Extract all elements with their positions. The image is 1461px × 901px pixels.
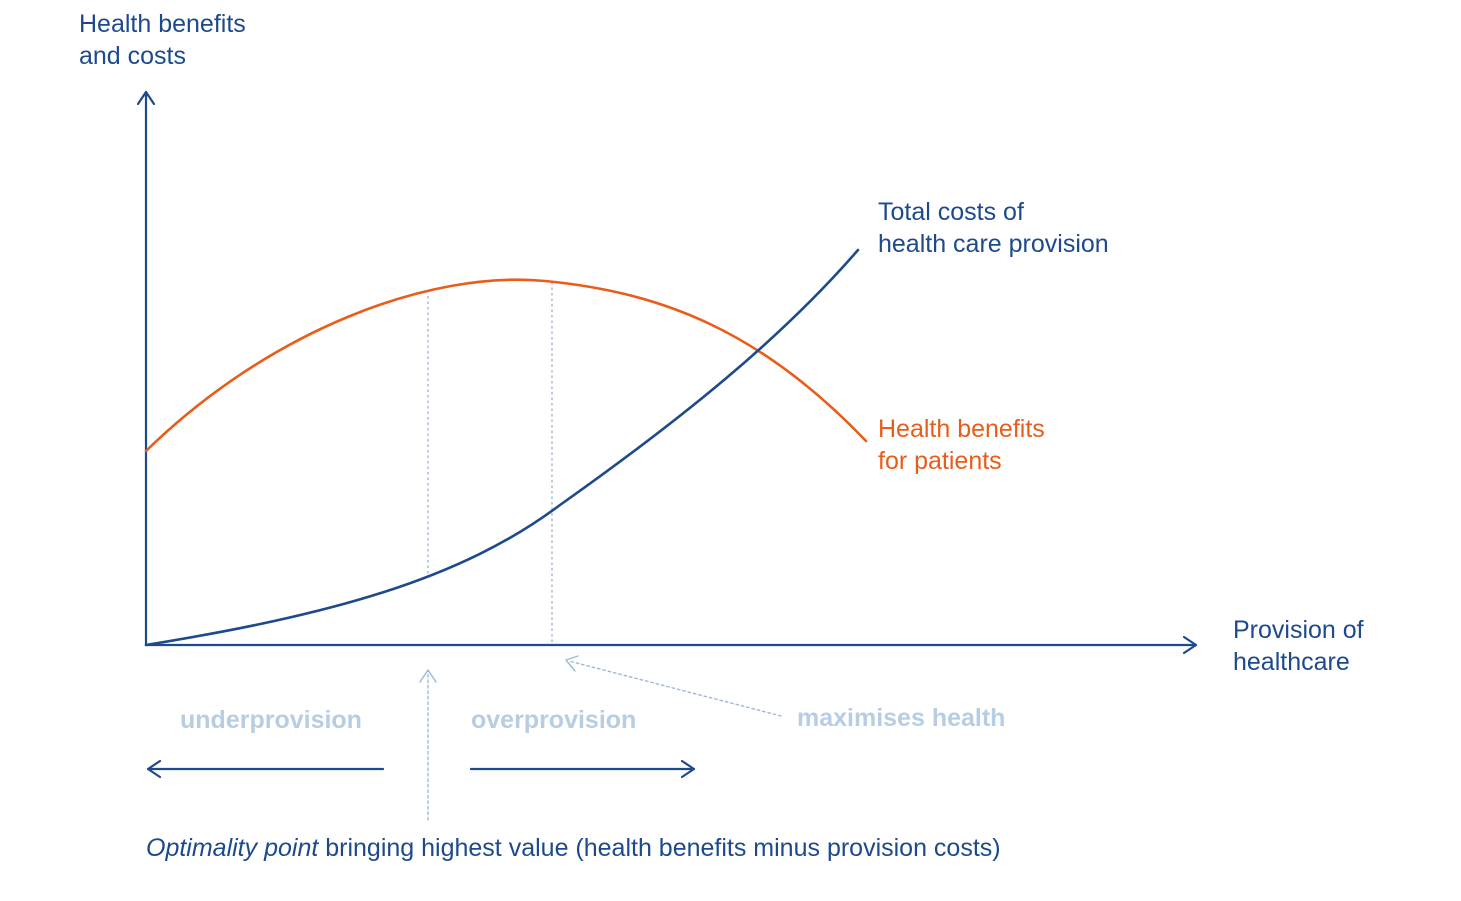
optimality-caption-italic: Optimality point [146,834,319,862]
x-axis-label-line1: Provision of [1233,616,1364,644]
optimality-pointer-arrowhead [419,669,437,683]
overprovision-label: overprovision [471,706,636,734]
underprovision-label: underprovision [180,706,362,734]
x-axis-arrowhead [1182,635,1198,655]
overprovision-arrowhead [680,759,696,779]
maximises-health-pointer [565,655,782,717]
y-axis-label: Health benefits and costs [79,10,253,70]
guide-lines [427,282,553,642]
maximises-health-label: maximises health [797,704,1005,732]
costs-curve-label-line1: Total costs of [878,198,1024,226]
maximises-health-pointer-arrowhead [565,655,579,672]
underprovision-arrow [146,759,385,779]
maximises-health-pointer-line [568,660,782,717]
costs-curve [144,248,860,647]
y-axis-label-line2: and costs [79,42,186,70]
y-axis [136,90,156,647]
benefits-curve-label: Health benefits for patients [878,415,1052,475]
y-axis-arrowhead [136,90,156,106]
optimality-pointer [419,669,437,821]
optimality-caption-rest: bringing highest value (health benefits … [318,834,1000,862]
underprovision-arrowhead [146,759,162,779]
x-axis-label: Provision of healthcare [1233,616,1371,676]
x-axis-label-line2: healthcare [1233,648,1350,676]
optimality-caption: Optimality point bringing highest value … [146,834,1001,862]
benefits-curve-label-line1: Health benefits [878,415,1045,443]
x-axis [144,635,1198,655]
y-axis-label-line1: Health benefits [79,10,246,38]
overprovision-arrow [469,759,696,779]
benefits-curve-label-line2: for patients [878,447,1002,475]
costs-curve-label: Total costs of health care provision [878,198,1109,258]
benefits-curve [144,278,868,453]
costs-curve-label-line2: health care provision [878,230,1109,258]
